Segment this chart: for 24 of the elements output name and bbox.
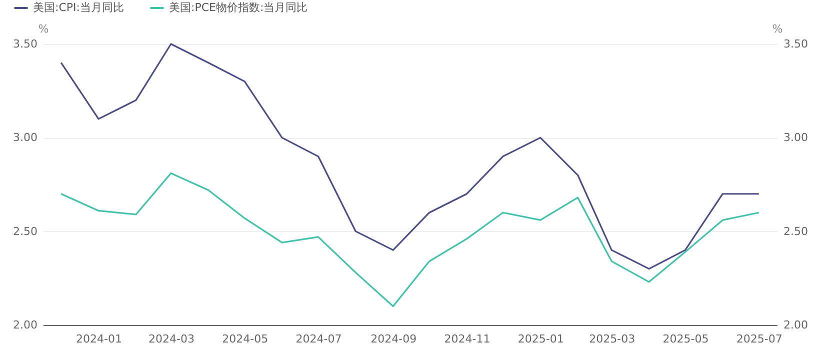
x-tick-label: 2024-01 — [76, 332, 122, 346]
y2-axis-title: % — [772, 22, 783, 36]
y-tick-label: 3.50 — [13, 38, 38, 50]
x-tick-label: 2025-07 — [736, 332, 782, 346]
x-tick-label: 2024-03 — [148, 332, 194, 346]
y-tick-label: 2.00 — [13, 318, 38, 332]
x-tick-label: 2024-11 — [444, 332, 490, 346]
x-tick-label: 2024-07 — [296, 332, 342, 346]
x-tick-label: 2024-05 — [222, 332, 268, 346]
x-tick-label: 2025-05 — [662, 332, 709, 346]
y2-tick-label: 3.00 — [784, 131, 808, 144]
y2-tick-label: 2.50 — [784, 224, 808, 238]
x-tick-label: 2025-01 — [518, 332, 564, 346]
legend-label: 美国:PCE物价指数:当月同比 — [169, 1, 308, 14]
y2-tick-label: 2.00 — [784, 318, 808, 332]
y-axis-title: % — [38, 22, 49, 36]
legend-label: 美国:CPI:当月同比 — [33, 1, 124, 14]
line-series — [60, 172, 760, 308]
x-tick-label: 2024-09 — [370, 332, 417, 346]
y-tick-label: 2.50 — [13, 224, 38, 238]
line-series — [60, 43, 760, 270]
y2-tick-label: 3.50 — [784, 38, 808, 50]
x-tick-label: 2025-03 — [589, 332, 636, 346]
y-tick-label: 3.00 — [13, 131, 38, 144]
